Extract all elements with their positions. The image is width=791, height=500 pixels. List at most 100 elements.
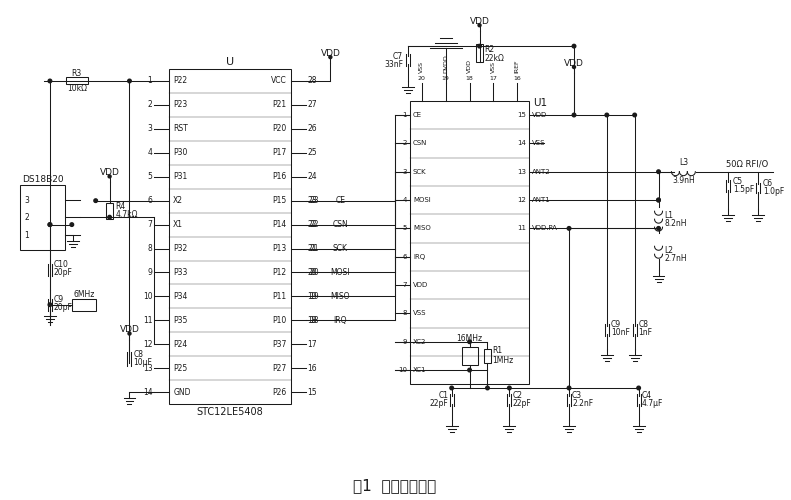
Text: IREF: IREF	[515, 60, 520, 73]
Text: 11: 11	[143, 316, 153, 325]
Circle shape	[478, 44, 481, 48]
Text: P24: P24	[173, 340, 187, 349]
Text: 11: 11	[517, 226, 526, 232]
Text: ANT1: ANT1	[532, 197, 551, 203]
Bar	[106, 203, 113, 218]
Bar	[169, 69, 290, 404]
Circle shape	[127, 79, 131, 83]
Text: VDD: VDD	[413, 282, 428, 288]
Text: VDD: VDD	[100, 168, 119, 177]
Text: 10kΩ: 10kΩ	[66, 84, 87, 94]
Text: 21: 21	[308, 244, 317, 253]
Text: 2.2nF: 2.2nF	[572, 400, 593, 408]
Text: 33nF: 33nF	[384, 60, 403, 68]
Text: 22pF: 22pF	[430, 400, 448, 408]
Text: 24: 24	[308, 172, 317, 181]
Text: C3: C3	[572, 392, 582, 400]
Text: 1.5pF: 1.5pF	[733, 185, 755, 194]
Circle shape	[70, 223, 74, 226]
Text: P15: P15	[272, 196, 286, 205]
Text: C6: C6	[763, 179, 773, 188]
Text: 2: 2	[403, 140, 407, 146]
Text: X1: X1	[173, 220, 184, 229]
Circle shape	[572, 113, 576, 117]
Text: P14: P14	[272, 220, 286, 229]
Bar	[20, 186, 65, 250]
Text: GND: GND	[173, 388, 191, 396]
Text: 8.2nH: 8.2nH	[664, 218, 687, 228]
Text: 15: 15	[517, 112, 526, 118]
Text: 10nF: 10nF	[611, 328, 630, 337]
Text: DVDD: DVDD	[443, 54, 448, 73]
Text: 19: 19	[309, 292, 319, 301]
Text: 19: 19	[442, 76, 449, 81]
Text: RST: RST	[173, 124, 188, 134]
Text: C8: C8	[134, 350, 143, 359]
Text: 9: 9	[403, 338, 407, 344]
Text: 10: 10	[398, 367, 407, 373]
Text: XC2: XC2	[413, 338, 426, 344]
Text: R2: R2	[485, 44, 494, 54]
Circle shape	[572, 44, 576, 48]
Text: VSS: VSS	[491, 61, 496, 73]
Text: L2: L2	[664, 246, 673, 254]
Text: R4: R4	[115, 202, 126, 211]
Text: 19: 19	[308, 292, 317, 301]
Circle shape	[657, 198, 660, 202]
Text: P35: P35	[173, 316, 187, 325]
Text: 26: 26	[308, 124, 317, 134]
Circle shape	[48, 303, 51, 306]
Text: 17: 17	[490, 76, 498, 81]
Text: 2.7nH: 2.7nH	[664, 254, 687, 262]
Text: P12: P12	[272, 268, 286, 277]
Circle shape	[48, 223, 51, 226]
Text: C9: C9	[54, 295, 64, 304]
Text: 4: 4	[147, 148, 153, 158]
Text: 13: 13	[517, 168, 526, 174]
Text: 21: 21	[309, 244, 319, 253]
Circle shape	[508, 386, 511, 390]
Text: P31: P31	[173, 172, 187, 181]
Text: 9: 9	[147, 268, 153, 277]
Text: 10: 10	[142, 292, 153, 301]
Circle shape	[486, 386, 490, 390]
Text: VDD.PA: VDD.PA	[532, 226, 558, 232]
Text: 1MHz: 1MHz	[493, 356, 513, 366]
Text: CSN: CSN	[413, 140, 427, 146]
Text: 1: 1	[403, 112, 407, 118]
Text: 23: 23	[308, 196, 317, 205]
Text: 1: 1	[148, 76, 153, 86]
Circle shape	[605, 113, 608, 117]
Circle shape	[637, 386, 641, 390]
Circle shape	[633, 113, 637, 117]
Text: ANT2: ANT2	[532, 168, 551, 174]
Text: 5: 5	[147, 172, 153, 181]
Text: P30: P30	[173, 148, 187, 158]
Text: U: U	[226, 57, 234, 67]
Circle shape	[467, 368, 471, 372]
Text: C8: C8	[638, 320, 649, 329]
Text: P23: P23	[173, 100, 187, 110]
Circle shape	[329, 56, 332, 58]
Text: P37: P37	[272, 340, 286, 349]
Text: 4: 4	[403, 197, 407, 203]
Text: 22: 22	[308, 220, 317, 229]
Text: 22pF: 22pF	[513, 400, 531, 408]
Text: 20pF: 20pF	[54, 303, 73, 312]
Bar	[462, 346, 478, 365]
Text: 12: 12	[517, 197, 526, 203]
Text: P22: P22	[173, 76, 187, 86]
Text: 28: 28	[308, 76, 317, 86]
Text: 2: 2	[24, 212, 28, 222]
Text: 25: 25	[308, 148, 317, 158]
Text: 7: 7	[147, 220, 153, 229]
Text: CE: CE	[413, 112, 422, 118]
Text: IRQ: IRQ	[413, 254, 425, 260]
Text: U1: U1	[533, 98, 547, 108]
Text: 1.0pF: 1.0pF	[763, 187, 784, 196]
Text: MISO: MISO	[413, 226, 430, 232]
Text: 5: 5	[403, 226, 407, 232]
Text: C4: C4	[642, 392, 652, 400]
Circle shape	[48, 79, 51, 83]
Text: P11: P11	[272, 292, 286, 301]
